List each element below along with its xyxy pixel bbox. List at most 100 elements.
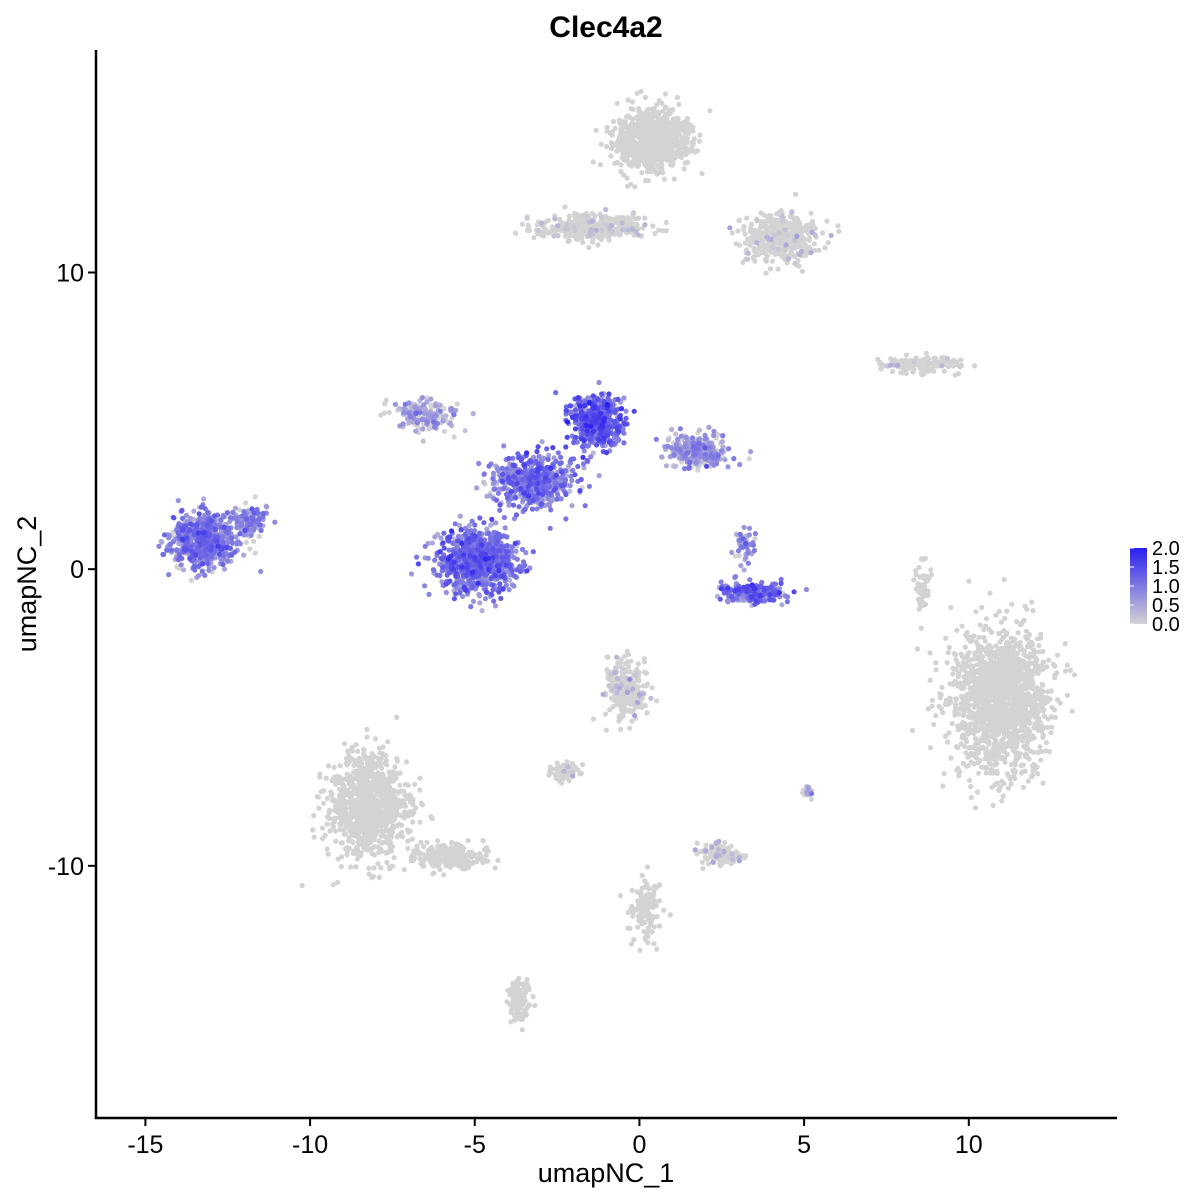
scatter-point	[375, 807, 381, 813]
scatter-point	[397, 782, 403, 788]
scatter-point	[1064, 662, 1070, 668]
scatter-point	[660, 143, 666, 150]
scatter-point	[989, 708, 995, 714]
scatter-point	[409, 836, 415, 842]
scatter-point	[341, 741, 348, 747]
scatter-point	[1021, 659, 1027, 665]
scatter-point	[386, 409, 392, 416]
scatter-point	[980, 726, 986, 732]
scatter-point	[526, 227, 533, 233]
scatter-point	[371, 753, 377, 760]
scatter-point	[370, 774, 376, 780]
scatter-point	[1040, 659, 1047, 665]
scatter-point	[349, 790, 355, 796]
scatter-point	[985, 676, 992, 683]
scatter-point	[405, 782, 411, 788]
scatter-point	[519, 1027, 525, 1033]
scatter-point	[961, 679, 968, 686]
scatter-point	[1037, 744, 1043, 750]
scatter-point	[742, 240, 748, 246]
scatter-point	[1004, 639, 1011, 645]
scatter-point	[1049, 724, 1055, 730]
scatter-point	[640, 116, 646, 122]
scatter-point	[697, 132, 703, 138]
scatter-point	[1029, 699, 1035, 706]
scatter-point	[985, 697, 991, 703]
scatter-point	[389, 802, 396, 808]
scatter-point	[1001, 729, 1007, 735]
scatter-point	[620, 141, 627, 147]
scatter-point	[362, 846, 368, 852]
scatter-point	[328, 792, 334, 798]
scatter-point	[368, 767, 374, 773]
scatter-point	[967, 744, 973, 750]
scatter-point	[1024, 741, 1030, 747]
scatter-point	[1045, 716, 1051, 722]
scatter-point	[610, 118, 617, 125]
scatter-point	[593, 127, 599, 133]
scatter-point	[968, 634, 974, 640]
scatter-point	[1038, 748, 1045, 755]
scatter-point	[324, 821, 330, 827]
scatter-point	[595, 242, 601, 248]
scatter-point	[322, 832, 328, 839]
scatter-point	[629, 163, 635, 169]
scatter-point	[480, 838, 486, 844]
scatter-point	[346, 837, 352, 843]
scatter-point	[910, 369, 916, 375]
scatter-point	[384, 859, 390, 866]
scatter-point	[976, 634, 982, 640]
scatter-point	[993, 708, 999, 714]
scatter-point	[1009, 652, 1015, 658]
scatter-point	[1011, 768, 1017, 774]
scatter-point	[987, 723, 993, 729]
scatter-point	[808, 210, 814, 216]
scatter-point	[389, 829, 395, 835]
scatter-point	[685, 159, 691, 165]
scatter-point	[763, 242, 769, 249]
scatter-point	[806, 235, 813, 241]
scatter-point	[353, 864, 359, 870]
scatter-point	[947, 681, 953, 687]
scatter-point	[643, 129, 649, 136]
scatter-point	[945, 650, 951, 656]
scatter-point	[996, 731, 1002, 737]
scatter-point	[1025, 746, 1031, 752]
scatter-point	[981, 634, 987, 641]
scatter-point	[956, 773, 962, 779]
scatter-point	[608, 153, 614, 159]
scatter-point	[969, 751, 975, 757]
scatter-point	[992, 782, 998, 788]
scatter-point	[1005, 658, 1011, 664]
scatter-point	[973, 609, 979, 615]
scatter-point	[994, 718, 1000, 724]
scatter-point	[972, 805, 979, 811]
scatter-point	[1021, 617, 1027, 624]
scatter-point	[1013, 619, 1020, 625]
scatter-point	[767, 266, 774, 272]
scatter-point	[659, 100, 665, 106]
scatter-point	[1000, 666, 1006, 672]
scatter-point	[368, 839, 374, 845]
scatter-point	[1030, 647, 1037, 653]
scatter-point	[1008, 635, 1014, 641]
scatter-point	[993, 612, 999, 618]
scatter-point	[959, 623, 965, 629]
scatter-point	[379, 822, 385, 829]
scatter-point	[665, 124, 671, 130]
scatter-point	[532, 1002, 538, 1009]
scatter-point	[877, 361, 883, 367]
scatter-point	[325, 763, 332, 769]
scatter-point	[943, 635, 949, 641]
scatter-point	[1044, 664, 1050, 670]
scatter-point	[984, 728, 990, 735]
scatter-point	[371, 852, 378, 858]
scatter-point	[619, 155, 625, 161]
scatter-point	[789, 214, 795, 220]
scatter-point	[387, 819, 394, 825]
scatter-point	[1001, 748, 1007, 755]
scatter-point	[364, 831, 370, 837]
scatter-point	[355, 748, 361, 754]
scatter-point	[344, 762, 350, 768]
